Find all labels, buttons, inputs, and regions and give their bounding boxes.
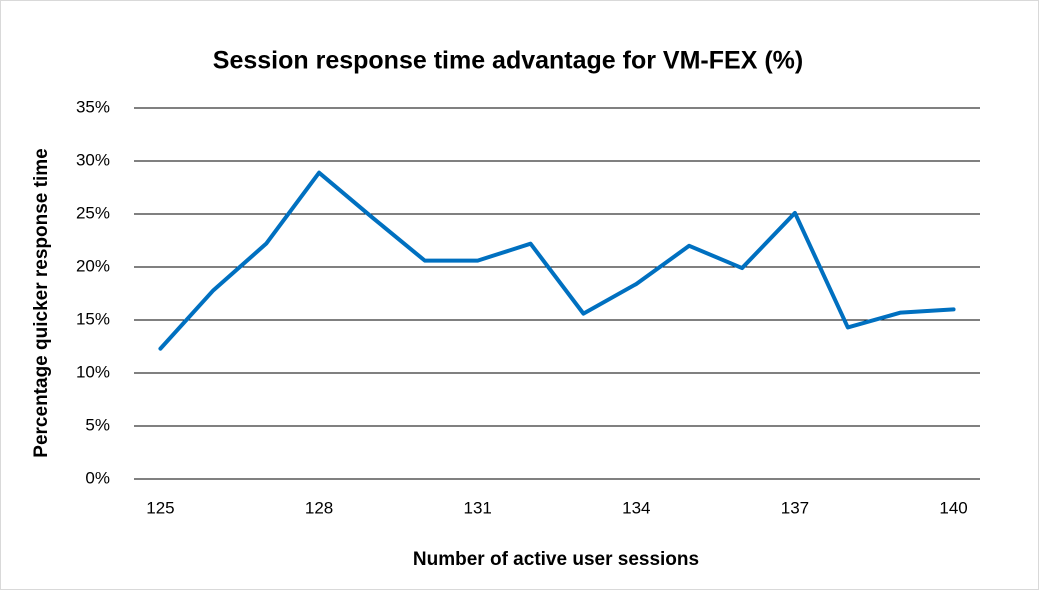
x-tick-label: 134: [622, 498, 650, 517]
chart-title: Session response time advantage for VM-F…: [213, 47, 803, 75]
y-tick-label: 25%: [76, 203, 110, 222]
x-tick-label: 140: [939, 498, 967, 517]
x-tick-label: 125: [146, 498, 174, 517]
y-axis-label: Percentage quicker response time: [31, 148, 52, 457]
x-tick-label: 131: [464, 498, 492, 517]
data-line: [158, 170, 956, 351]
x-axis-label: Number of active user sessions: [413, 549, 699, 570]
y-tick-label: 30%: [76, 150, 110, 169]
x-tick-label: 137: [781, 498, 809, 517]
y-tick-label: 5%: [85, 415, 110, 434]
y-tick-label: 0%: [85, 468, 110, 487]
y-tick-label: 10%: [76, 362, 110, 381]
y-tick-label: 15%: [76, 309, 110, 328]
y-tick-label: 35%: [76, 97, 110, 116]
y-tick-label: 20%: [76, 256, 110, 275]
x-tick-label: 128: [305, 498, 333, 517]
